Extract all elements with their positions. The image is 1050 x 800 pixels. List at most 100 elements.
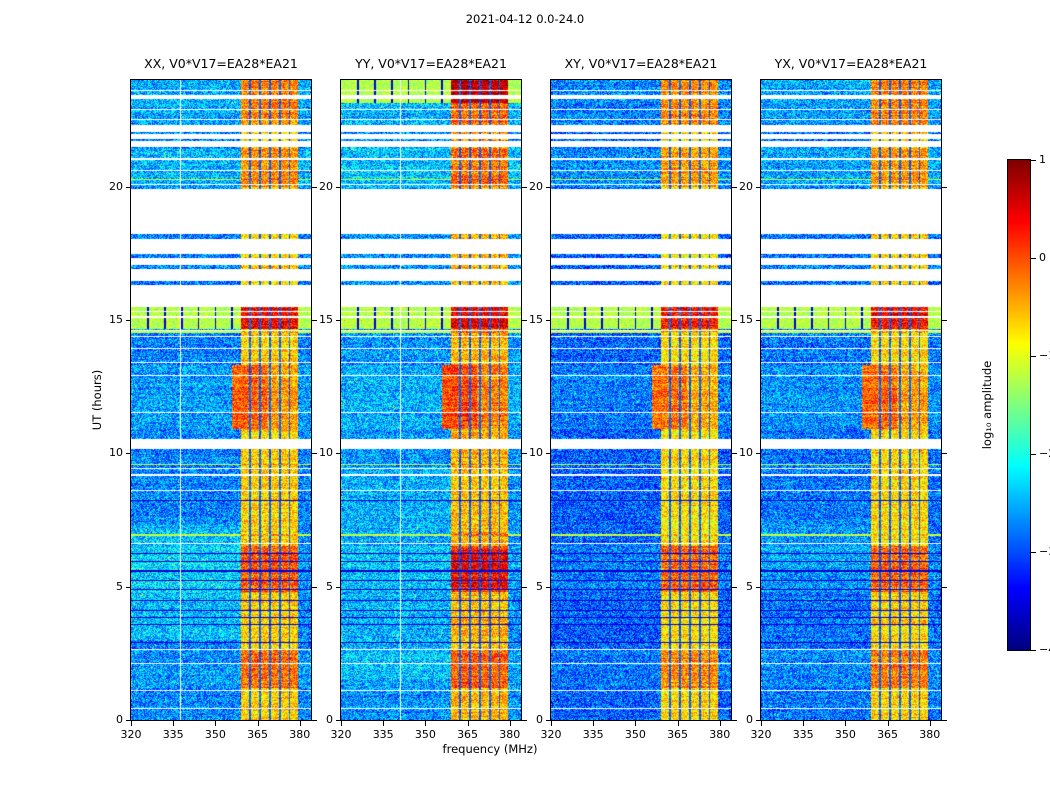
spectrogram-xx (130, 79, 312, 721)
x-tick-label: 320 (750, 728, 772, 741)
y-tick-mark-right (312, 453, 317, 455)
x-tick-mark (803, 721, 805, 726)
y-tick-label: 5 (536, 579, 543, 593)
y-tick-label: 15 (529, 313, 543, 326)
x-tick-mark (719, 721, 721, 726)
y-tick-mark-right (942, 186, 947, 188)
x-tick-label: 365 (457, 728, 479, 741)
y-tick-mark-right (522, 453, 527, 455)
y-tick-mark-right (522, 720, 527, 721)
y-tick-label: 5 (746, 579, 753, 593)
x-tick-mark (467, 721, 469, 726)
y-tick-label: 0 (116, 713, 123, 726)
x-tick-label: 335 (792, 728, 814, 741)
colorbar-tick-mark (1031, 258, 1036, 259)
y-tick-mark-right (942, 320, 947, 321)
y-tick-mark-right (312, 320, 317, 321)
y-tick-mark (126, 453, 131, 455)
colorbar-tick-label: −4 (1039, 643, 1050, 656)
spectrogram-xy (550, 79, 732, 721)
x-tick-label: 365 (247, 728, 269, 741)
x-tick-mark (257, 721, 259, 726)
panel-title-xx: XX, V0*V17=EA28*EA21 (144, 56, 298, 71)
x-axis-label: frequency (MHz) (442, 742, 538, 756)
y-tick-mark (546, 320, 551, 321)
y-tick-mark-right (942, 453, 947, 455)
colorbar-tick-mark (1031, 356, 1036, 357)
y-tick-mark-right (732, 320, 737, 321)
x-tick-mark (677, 721, 679, 726)
y-tick-mark (336, 186, 341, 188)
x-tick-mark (383, 721, 385, 726)
panel-title-xy: XY, V0*V17=EA28*EA21 (564, 56, 718, 71)
y-tick-mark-right (522, 320, 527, 321)
y-tick-label: 15 (319, 313, 333, 326)
colorbar-tick-label: 0 (1039, 251, 1046, 264)
y-tick-mark (546, 720, 551, 721)
y-tick-mark (126, 320, 131, 321)
colorbar-tick-mark (1031, 650, 1036, 651)
y-tick-label: 10 (109, 446, 123, 460)
x-tick-label: 335 (162, 728, 184, 741)
colorbar-tick-mark (1031, 454, 1036, 455)
y-tick-mark (756, 320, 761, 321)
x-tick-mark (341, 721, 342, 726)
y-tick-label: 15 (109, 313, 123, 326)
x-tick-mark (173, 721, 175, 726)
y-tick-label: 15 (739, 313, 753, 326)
colorbar-tick-label: −2 (1039, 447, 1050, 460)
colorbar-tick-label: −3 (1039, 545, 1050, 558)
x-tick-mark (635, 721, 637, 726)
y-tick-mark-right (942, 720, 947, 721)
x-tick-mark (845, 721, 847, 726)
y-tick-mark-right (522, 186, 527, 188)
x-tick-mark (131, 721, 132, 726)
x-tick-label: 365 (877, 728, 899, 741)
spectrogram-yx (760, 79, 942, 721)
y-tick-mark-right (522, 586, 527, 588)
x-tick-label: 350 (204, 728, 226, 741)
x-tick-label: 365 (667, 728, 689, 741)
y-tick-label: 20 (529, 179, 543, 193)
x-tick-mark (551, 721, 552, 726)
colorbar-gradient (1007, 159, 1031, 651)
y-tick-mark (336, 720, 341, 721)
x-tick-label: 335 (372, 728, 394, 741)
panel-title-yy: YY, V0*V17=EA28*EA21 (355, 56, 507, 71)
y-tick-mark-right (732, 453, 737, 455)
x-tick-label: 380 (499, 728, 521, 741)
y-tick-mark-right (942, 586, 947, 588)
x-tick-mark (425, 721, 427, 726)
x-tick-label: 320 (120, 728, 142, 741)
y-tick-mark-right (312, 186, 317, 188)
y-tick-mark (126, 586, 131, 588)
y-tick-label: 0 (746, 713, 753, 726)
y-tick-mark (756, 453, 761, 455)
y-tick-mark-right (312, 720, 317, 721)
x-tick-label: 350 (834, 728, 856, 741)
y-tick-mark-right (732, 186, 737, 188)
colorbar-tick-mark (1031, 552, 1036, 553)
y-tick-mark (546, 186, 551, 188)
x-tick-mark (929, 721, 931, 726)
y-tick-mark (546, 453, 551, 455)
colorbar-tick-mark (1031, 160, 1036, 161)
y-tick-mark-right (312, 586, 317, 588)
y-axis-label: UT (hours) (90, 369, 104, 431)
y-tick-label: 10 (319, 446, 333, 460)
y-tick-mark-right (732, 720, 737, 721)
x-tick-label: 380 (289, 728, 311, 741)
spectrogram-yy (340, 79, 522, 721)
y-tick-mark (756, 186, 761, 188)
y-tick-label: 20 (739, 179, 753, 193)
x-tick-mark (215, 721, 217, 726)
y-tick-mark (126, 186, 131, 188)
colorbar-tick-label: 1 (1039, 153, 1046, 166)
y-tick-label: 20 (319, 179, 333, 193)
y-tick-mark (546, 586, 551, 588)
x-tick-mark (761, 721, 762, 726)
y-tick-mark (756, 720, 761, 721)
figure-title: 2021-04-12 0.0-24.0 (465, 12, 585, 26)
x-tick-label: 320 (330, 728, 352, 741)
